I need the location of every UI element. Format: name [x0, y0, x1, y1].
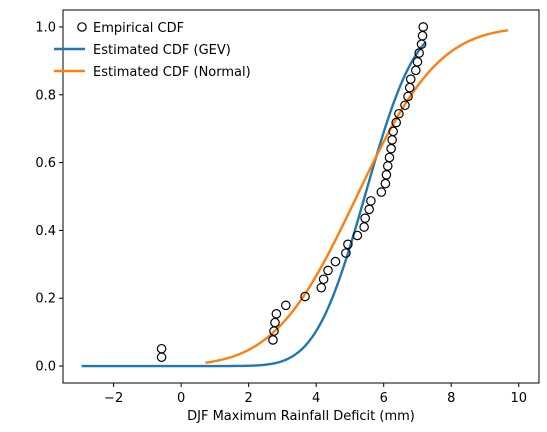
data-point — [412, 57, 423, 67]
y-tick-label: 1.0 — [35, 20, 56, 35]
legend-label-empirical-cdf: Empirical CDF — [93, 21, 184, 36]
series-line-2 — [205, 29, 509, 364]
y-tick-label: 0.8 — [35, 88, 56, 103]
legend-label-gev: Estimated CDF (GEV) — [93, 43, 231, 58]
x-tick-label: −2 — [104, 391, 123, 406]
y-tick-label: 0.6 — [35, 156, 56, 171]
data-point — [391, 117, 401, 128]
y-tick-label: 0.2 — [35, 292, 56, 307]
data-point — [343, 239, 353, 250]
legend: Empirical CDF Estimated CDF (GEV) Estima… — [54, 21, 251, 80]
data-point — [360, 213, 370, 223]
data-point — [418, 22, 429, 32]
data-point — [352, 230, 363, 241]
data-point — [381, 170, 392, 180]
legend-marker-empirical-cdf — [77, 22, 87, 32]
series-line-1 — [81, 41, 427, 368]
data-point — [281, 300, 291, 311]
data-point — [359, 222, 369, 232]
data-point — [318, 274, 329, 285]
x-tick-label: 4 — [312, 391, 320, 406]
data-point — [400, 100, 410, 111]
data-point — [380, 178, 391, 189]
data-point — [270, 317, 280, 328]
plot-area: −2 0 2 4 6 8 10 0.0 0.2 0.4 0.6 0.8 1.0 — [35, 9, 540, 406]
data-point — [386, 143, 396, 154]
data-point — [414, 48, 424, 58]
ticks-layer: −2 0 2 4 6 8 10 0.0 0.2 0.4 0.6 0.8 1.0 — [35, 20, 527, 406]
series-layer — [81, 22, 509, 368]
data-point — [364, 204, 374, 215]
data-point — [404, 82, 415, 93]
x-tick-label: 10 — [510, 391, 527, 406]
data-point — [387, 135, 397, 145]
data-point — [376, 187, 387, 197]
data-point — [394, 108, 404, 119]
data-point — [382, 161, 393, 171]
y-tick-label: 0.0 — [35, 360, 56, 375]
data-point — [366, 196, 376, 206]
data-point — [410, 65, 421, 76]
data-point — [341, 248, 351, 258]
y-tick-label: 0.4 — [35, 224, 56, 239]
data-point — [405, 74, 416, 84]
data-point — [268, 335, 278, 345]
data-point — [388, 126, 398, 137]
legend-label-normal: Estimated CDF (Normal) — [93, 65, 251, 80]
data-point — [271, 309, 282, 319]
data-point — [330, 256, 341, 267]
data-point — [300, 291, 310, 302]
data-point — [156, 352, 167, 363]
x-tick-label: 6 — [380, 391, 388, 406]
data-point — [403, 91, 413, 102]
data-point — [323, 265, 333, 276]
data-point — [384, 152, 395, 163]
x-axis-label: DJF Maximum Rainfall Deficit (mm) — [187, 409, 415, 424]
data-point — [417, 30, 428, 41]
axes-frame — [62, 9, 540, 384]
data-point — [316, 282, 327, 293]
x-tick-label: 0 — [177, 391, 185, 406]
x-tick-label: 8 — [447, 391, 455, 406]
data-point — [156, 343, 167, 354]
x-tick-label: 2 — [245, 391, 253, 406]
